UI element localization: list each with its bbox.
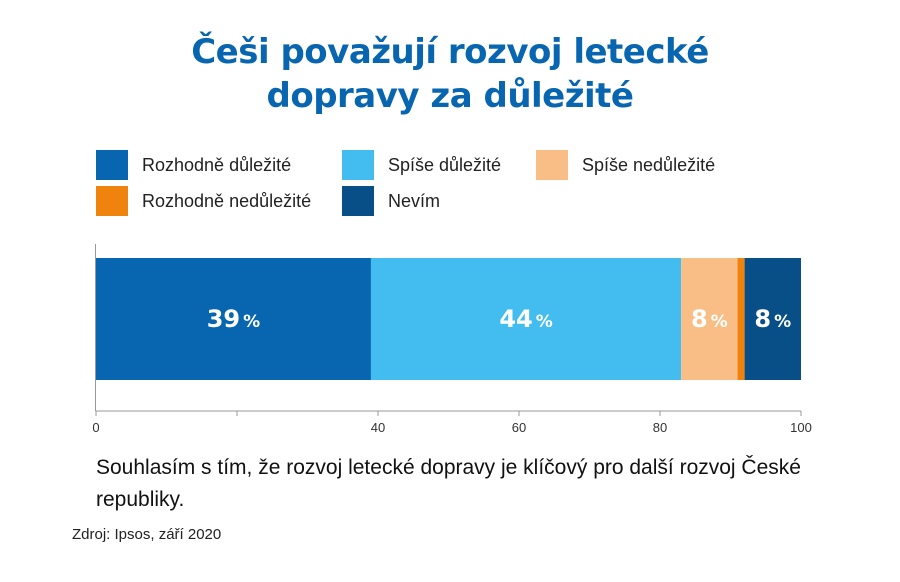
legend-label-rozhodne-nedulezite: Rozhodně nedůležité	[142, 190, 312, 211]
source-note: Zdroj: Ipsos, září 2020	[72, 526, 222, 543]
legend-label-spise-nedulezite: Spíše nedůležité	[582, 154, 716, 175]
legend-swatch-nevim	[342, 186, 374, 216]
legend-item-spise-nedulezite: Spíše nedůležité	[536, 150, 715, 180]
bar-segment-1	[370, 258, 682, 380]
bar-label-2: 8%	[691, 305, 728, 333]
chart-caption: Souhlasím s tím, že rozvoj letecké dopra…	[96, 456, 801, 511]
bar-label-1: 44%	[499, 305, 552, 333]
x-tick-label-3: 60	[512, 420, 526, 435]
legend-item-nevim: Nevím	[342, 186, 440, 216]
bar-label-4: 8%	[754, 305, 791, 333]
bar-segment-0	[96, 258, 371, 380]
legend-label-rozhodne-dulezite: Rozhodně důležité	[142, 154, 292, 175]
x-tick-label-5: 100	[790, 420, 812, 435]
chart-title: Češi považují rozvoj letecké dopravy za …	[0, 30, 900, 118]
legend-swatch-rozhodne-nedulezite	[96, 186, 128, 216]
legend-swatch-spise-nedulezite	[536, 150, 568, 180]
x-tick-label-2: 40	[371, 420, 385, 435]
bar-label-0: 39%	[207, 305, 260, 333]
legend-swatch-spise-dulezite	[342, 150, 374, 180]
legend: Rozhodně důležité Spíše důležité Spíše n…	[96, 150, 816, 220]
chart-title-line-1: Češi považují rozvoj letecké	[191, 32, 709, 72]
bar-segment-4	[744, 258, 801, 380]
bar-segment-3	[737, 258, 745, 380]
legend-swatch-rozhodne-dulezite	[96, 150, 128, 180]
x-tick-label-0: 0	[92, 420, 99, 435]
legend-item-spise-dulezite: Spíše důležité	[342, 150, 501, 180]
bar-segment-2	[681, 258, 738, 380]
chart-title-line-2: dopravy za důležité	[266, 76, 635, 116]
x-tick-label-4: 80	[653, 420, 667, 435]
legend-item-rozhodne-dulezite: Rozhodně důležité	[96, 150, 291, 180]
legend-label-nevim: Nevím	[388, 190, 441, 211]
legend-label-spise-dulezite: Spíše důležité	[388, 154, 502, 175]
legend-item-rozhodne-nedulezite: Rozhodně nedůležité	[96, 186, 311, 216]
stacked-bar-chart: 39% 44% 8% 8 % 0 40 60 80 100	[92, 244, 812, 435]
